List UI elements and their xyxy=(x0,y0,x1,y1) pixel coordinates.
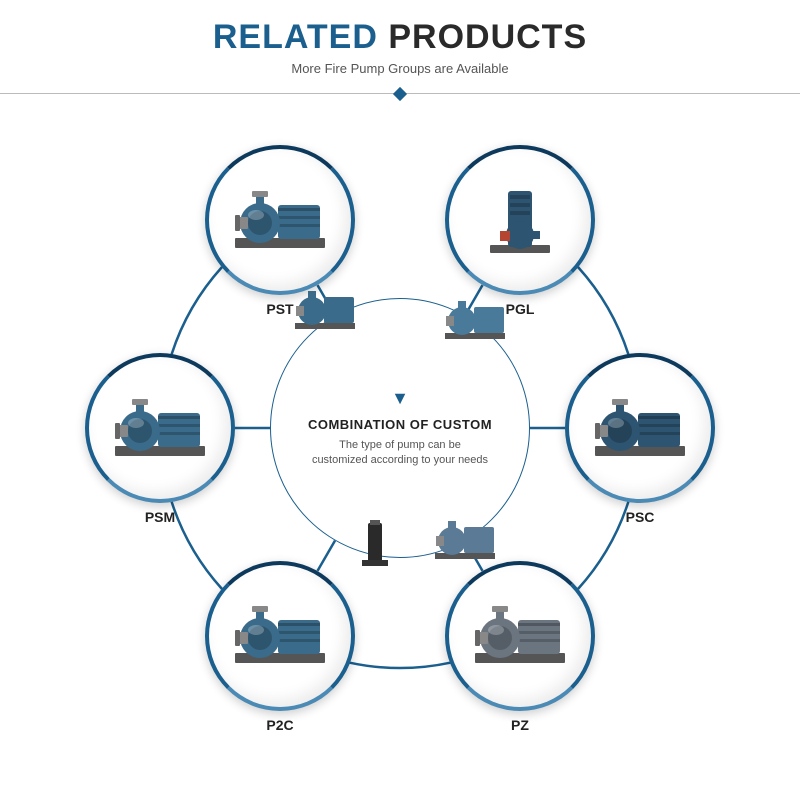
product-circle xyxy=(445,561,595,711)
page-subtitle: More Fire Pump Groups are Available xyxy=(0,61,800,76)
mini-pump-icon xyxy=(340,518,410,568)
product-circle xyxy=(205,561,355,711)
product-label: PSC xyxy=(626,509,655,525)
product-label: P2C xyxy=(266,717,293,733)
product-circle xyxy=(565,353,715,503)
product-node-psc[interactable]: PSC xyxy=(565,353,715,503)
product-circle xyxy=(205,145,355,295)
title-word-1: RELATED xyxy=(213,18,378,56)
page-title: RELATED PRODUCTS xyxy=(0,18,800,57)
product-node-psm[interactable]: PSM xyxy=(85,353,235,503)
product-circle xyxy=(445,145,595,295)
down-arrow-icon: ▼ xyxy=(391,388,409,409)
product-node-p2c[interactable]: P2C xyxy=(205,561,355,711)
product-node-pst[interactable]: PST xyxy=(205,145,355,295)
product-label: PZ xyxy=(511,717,529,733)
product-label: PSM xyxy=(145,509,175,525)
mini-pump-icon xyxy=(440,293,510,343)
center-description: The type of pump can be customized accor… xyxy=(310,438,490,469)
product-diagram: ▼ COMBINATION OF CUSTOM The type of pump… xyxy=(0,98,800,798)
header-section: RELATED PRODUCTS More Fire Pump Groups a… xyxy=(0,0,800,98)
mini-pump-icon xyxy=(290,283,360,333)
product-circle xyxy=(85,353,235,503)
center-title: COMBINATION OF CUSTOM xyxy=(308,417,492,432)
product-node-pz[interactable]: PZ xyxy=(445,561,595,711)
mini-pump-icon xyxy=(430,513,500,563)
divider xyxy=(0,90,800,98)
title-word-2: PRODUCTS xyxy=(388,18,587,56)
product-node-pgl[interactable]: PGL xyxy=(445,145,595,295)
